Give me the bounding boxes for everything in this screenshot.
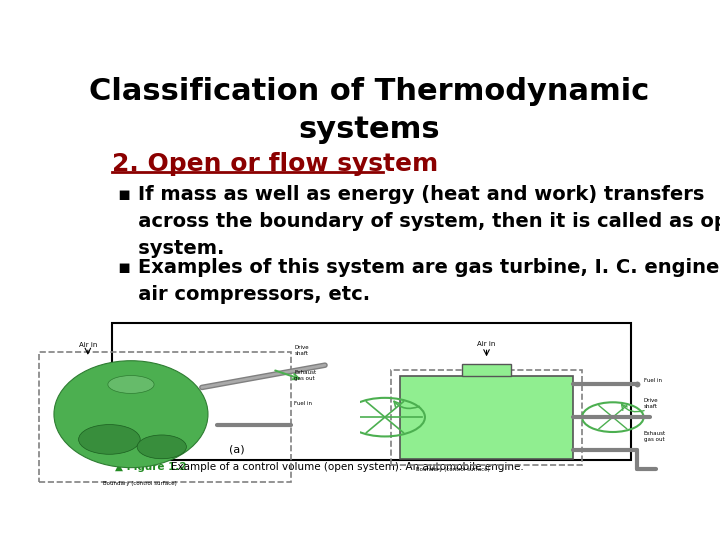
Circle shape (137, 435, 186, 458)
Ellipse shape (108, 376, 154, 393)
Ellipse shape (54, 361, 208, 468)
Text: Fuel in: Fuel in (644, 377, 662, 382)
Text: systems: systems (298, 114, 440, 144)
Text: Example of a control volume (open system). An automobile engine.: Example of a control volume (open system… (171, 462, 523, 472)
Text: Exhaust
gas out: Exhaust gas out (644, 431, 666, 442)
Bar (391, 369, 582, 464)
Text: Boundary (control surface): Boundary (control surface) (104, 482, 177, 487)
Text: Air in: Air in (477, 341, 496, 347)
Text: Exhaust
gas out: Exhaust gas out (294, 370, 316, 381)
Text: Drive
shaft: Drive shaft (294, 345, 309, 356)
Text: air compressors, etc.: air compressors, etc. (118, 285, 370, 304)
Text: ▪ If mass as well as energy (heat and work) transfers: ▪ If mass as well as energy (heat and wo… (118, 185, 704, 204)
Bar (39, 352, 291, 483)
Text: (b): (b) (488, 445, 504, 455)
Text: Classification of Thermodynamic: Classification of Thermodynamic (89, 77, 649, 106)
Text: across the boundary of system, then it is called as open: across the boundary of system, then it i… (118, 212, 720, 232)
Text: 2. Open or flow system: 2. Open or flow system (112, 152, 438, 176)
Bar (400, 376, 573, 458)
Text: system.: system. (118, 239, 224, 259)
Bar (462, 364, 511, 376)
Text: Fuel in: Fuel in (294, 401, 312, 406)
Text: Boundary (control surface): Boundary (control surface) (415, 467, 490, 471)
Bar (112, 322, 631, 460)
Text: Drive
shaft: Drive shaft (644, 399, 658, 409)
Text: Air in: Air in (78, 342, 97, 348)
Circle shape (78, 424, 140, 454)
Text: (a): (a) (229, 445, 245, 455)
Text: ▲ Figure 1.2: ▲ Figure 1.2 (115, 462, 186, 472)
Text: ▪ Examples of this system are gas turbine, I. C. engines,: ▪ Examples of this system are gas turbin… (118, 258, 720, 277)
